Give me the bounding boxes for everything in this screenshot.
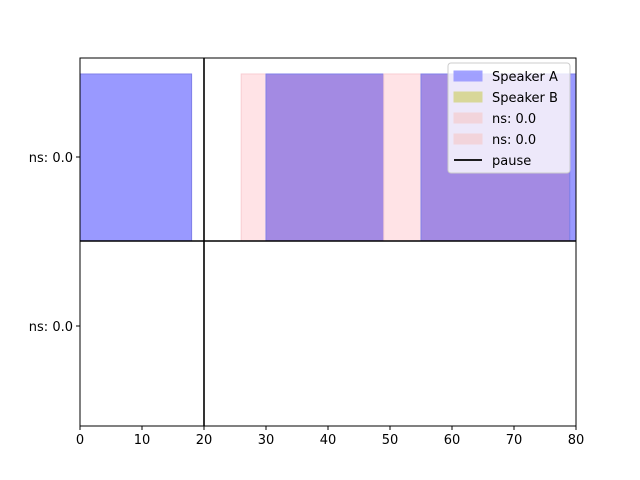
x-tick-label: 0 (76, 433, 84, 448)
legend-swatch-speaker-a (453, 70, 483, 82)
legend-swatch-ns-0-0 (453, 112, 483, 124)
x-axis: 0 10 20 30 40 50 60 70 80 (76, 426, 584, 448)
legend-label-ns-0-0: ns: 0.0 (492, 112, 536, 127)
legend-label-speaker-b: Speaker B (492, 91, 558, 106)
y-axis: ns: 0.0 ns: 0.0 (29, 151, 80, 335)
y-tick-label: ns: 0.0 (29, 320, 73, 335)
segment-overlap-2 (265, 73, 385, 242)
y-tick-label: ns: 0.0 (29, 151, 73, 166)
segment-ns-0-0-1 (240, 73, 267, 242)
x-tick-label: 30 (258, 433, 275, 448)
segment-ns-0-0-3 (383, 73, 422, 242)
x-tick-label: 50 (382, 433, 399, 448)
x-tick-label: 40 (320, 433, 337, 448)
legend-box (447, 62, 571, 174)
segment-speaker-a-0 (79, 73, 193, 242)
legend-swatch-ns-0-0 (453, 133, 483, 145)
x-tick-label: 10 (134, 433, 151, 448)
legend-swatch-speaker-b (453, 91, 483, 103)
x-tick-label: 70 (506, 433, 523, 448)
legend-label-pause: pause (492, 154, 531, 169)
x-tick-label: 60 (444, 433, 461, 448)
segment-speaker-a-5 (569, 73, 577, 242)
legend-label-ns-0-0: ns: 0.0 (492, 133, 536, 148)
x-tick-label: 20 (196, 433, 213, 448)
legend-label-speaker-a: Speaker A (492, 70, 558, 85)
legend: Speaker A Speaker B ns: 0.0 ns: 0.0 pause (447, 62, 571, 174)
x-tick-label: 80 (568, 433, 585, 448)
